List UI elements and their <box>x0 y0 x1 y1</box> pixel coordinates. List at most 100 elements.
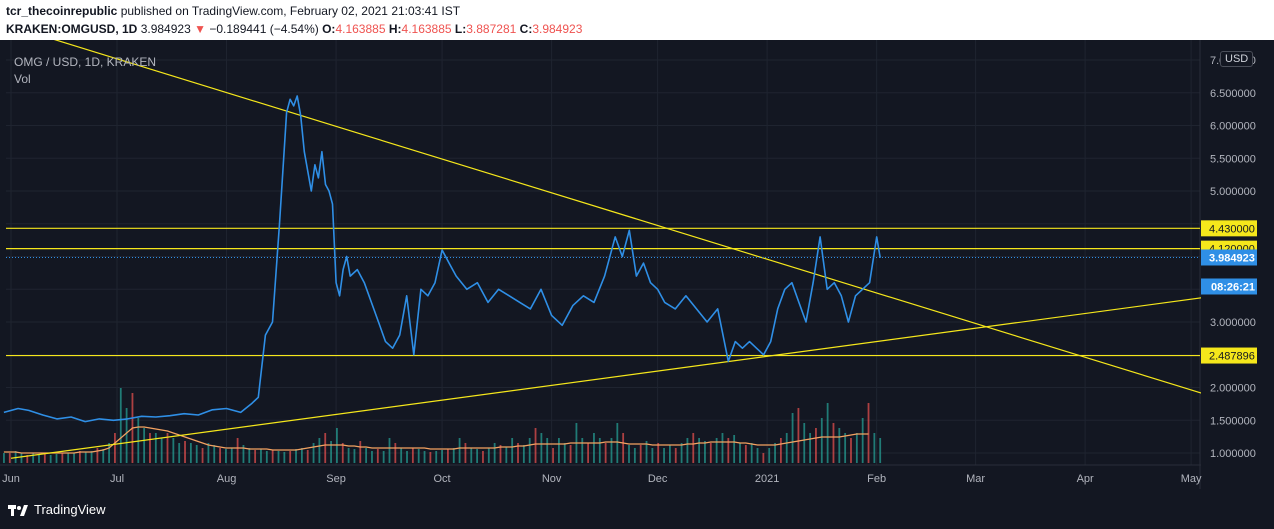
volume-bar <box>645 441 648 463</box>
volume-bar <box>733 435 736 463</box>
volume-bar <box>809 433 811 463</box>
open-label: O: <box>322 22 336 36</box>
low-label: L: <box>454 22 467 36</box>
volume-bar <box>359 441 362 463</box>
volume-bar <box>674 448 677 463</box>
volume-bar <box>265 451 268 463</box>
volume-bar <box>90 451 93 463</box>
y-tick-label: 5.000000 <box>1210 186 1256 198</box>
volume-bar <box>96 448 99 463</box>
volume-bar <box>254 450 257 463</box>
volume-bar <box>43 453 46 463</box>
volume-bar <box>715 438 718 463</box>
volume-bar <box>698 438 701 463</box>
y-tick-label: 2.000000 <box>1210 383 1256 395</box>
volume-bar <box>540 433 543 463</box>
brand-label: TradingView <box>34 502 106 517</box>
price-change: −0.189441 (−4.54%) <box>209 22 319 36</box>
volume-bar <box>330 441 332 463</box>
level-label-box <box>1201 220 1257 237</box>
volume-bar <box>464 443 467 463</box>
x-tick-label: Mar <box>966 473 985 485</box>
volume-bar <box>598 438 601 463</box>
y-tick-label: 3.000000 <box>1210 317 1256 329</box>
volume-bar <box>195 445 198 463</box>
volume-bar <box>236 438 239 463</box>
volume-bar <box>785 433 788 463</box>
x-tick-label: Jun <box>2 473 20 485</box>
volume-bar <box>114 433 116 463</box>
trendline <box>3 23 1241 406</box>
volume-bar <box>160 438 163 463</box>
volume-bar <box>610 438 613 463</box>
current-price-label: 3.984923 <box>1209 252 1255 264</box>
volume-bar <box>815 428 817 463</box>
volume-bar <box>622 433 625 463</box>
volume-bar <box>458 438 461 463</box>
countdown-label: 08:26:21 <box>1211 281 1255 293</box>
chart-area[interactable]: 7.0000006.5000006.0000005.5000005.000000… <box>0 23 1274 489</box>
countdown-label-box <box>1201 278 1257 295</box>
volume-bar <box>341 443 344 463</box>
volume-bar <box>166 433 169 463</box>
open-value: 4.163885 <box>335 22 386 36</box>
volume-bar <box>686 438 689 463</box>
volume-bar <box>406 451 408 463</box>
volume-bar <box>230 448 233 463</box>
x-tick-label: 2021 <box>755 473 779 485</box>
y-tick-label: 6.000000 <box>1210 121 1256 133</box>
currency-badge[interactable]: USD <box>1220 51 1254 67</box>
volume-bar <box>143 428 146 463</box>
volume-bar <box>546 438 549 463</box>
volume-bar <box>435 451 438 463</box>
publisher-name[interactable]: tcr_thecoinrepublic <box>6 4 118 18</box>
volume-bar <box>499 445 502 463</box>
volume-bar <box>739 443 741 463</box>
low-value: 3.887281 <box>466 22 517 36</box>
x-tick-label: Sep <box>326 473 346 485</box>
volume-bar <box>487 448 490 463</box>
volume-bar <box>8 453 11 463</box>
volume-bar <box>850 438 852 463</box>
volume-bar <box>73 453 75 463</box>
volume-bar <box>452 448 455 463</box>
volume-bar <box>797 408 800 463</box>
volume-bar <box>779 438 782 463</box>
volume-bar <box>102 449 105 463</box>
volume-bar <box>482 451 484 463</box>
legend-title: OMG / USD, 1D, KRAKEN <box>14 55 157 69</box>
volume-bar <box>563 443 566 463</box>
volume-bar <box>552 448 554 463</box>
tradingview-logo-icon <box>8 504 28 516</box>
x-tick-label: Feb <box>867 473 886 485</box>
close-value: 3.984923 <box>532 22 583 36</box>
volume-bar <box>447 449 449 463</box>
volume-bar <box>347 448 350 463</box>
volume-bar <box>558 438 560 463</box>
price-chart[interactable]: 7.0000006.5000006.0000005.5000005.000000… <box>0 23 1274 489</box>
tradingview-brand[interactable]: TradingView <box>8 502 106 517</box>
volume-bar <box>207 443 210 463</box>
volume-bar <box>873 433 876 463</box>
close-label: C: <box>519 22 533 36</box>
volume-bar <box>219 448 221 463</box>
volume-bar <box>423 451 426 463</box>
x-tick-label: Aug <box>217 473 237 485</box>
volume-bar <box>84 452 87 463</box>
volume-bar <box>604 443 607 463</box>
volume-bar <box>225 449 227 463</box>
volume-bar <box>318 438 321 463</box>
volume-bar <box>832 423 835 463</box>
volume-bar <box>441 450 443 463</box>
volume-bar <box>154 433 157 463</box>
volume-bar <box>260 449 262 463</box>
volume-bar <box>727 438 730 463</box>
volume-bar <box>248 448 251 463</box>
volume-bar <box>791 413 794 463</box>
volume-bar <box>704 441 706 463</box>
x-tick-label: Dec <box>648 473 668 485</box>
volume-bar <box>762 453 765 463</box>
volume-bar <box>522 445 525 463</box>
last-price: 3.984923 <box>140 22 191 36</box>
volume-bar <box>189 443 192 463</box>
